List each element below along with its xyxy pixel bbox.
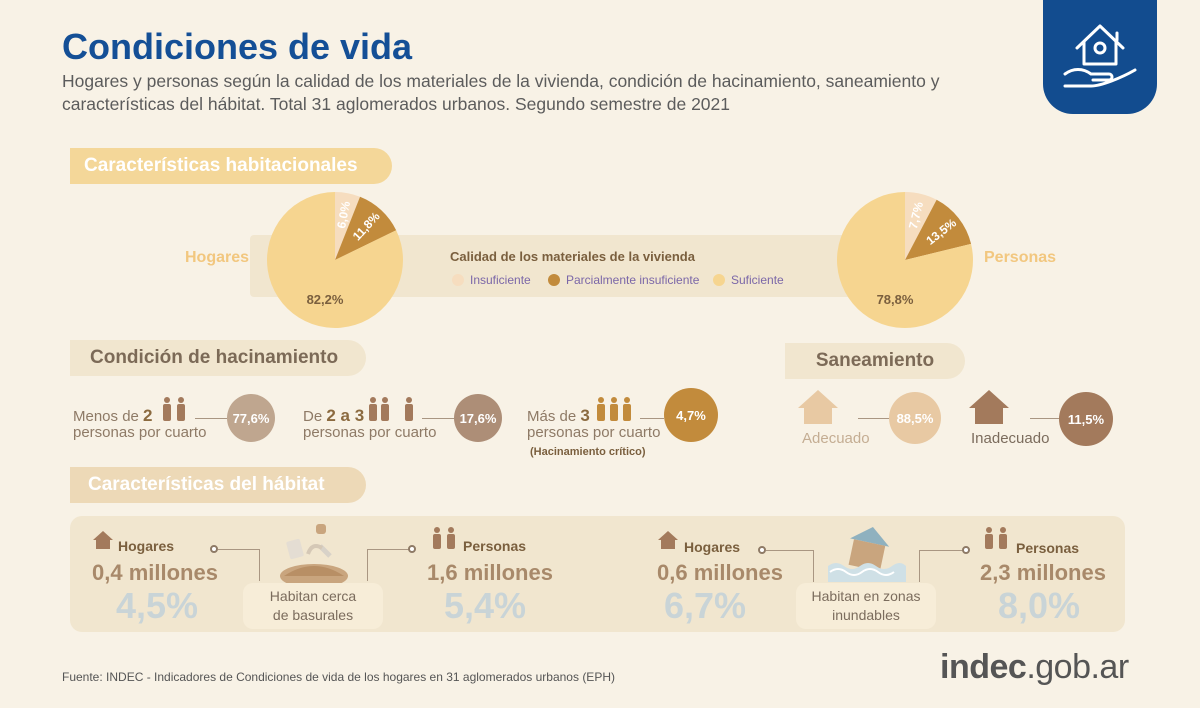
inundables-personas-label: Personas [1016,540,1080,556]
pie-personas-title: Personas [984,249,1057,266]
connector-line [367,549,409,550]
flooded-house-icon [828,526,906,582]
inundables-hogares-label: Hogares [684,539,741,555]
connector-line [813,550,814,582]
page-title: Condiciones de vida [62,26,413,67]
pie-label-hogares-2: 82,2% [307,292,344,307]
pie-label-personas-0: 7,7% [906,200,926,230]
inundables-personas-value: 2,3 millones [980,560,1106,585]
hacinamiento-1-text: Menos de 2 personas por cuarto [73,406,207,441]
section-hacinamiento-title: Condición de hacinamiento [70,340,366,376]
three-persons-icon [369,397,413,421]
hacinamiento-critico-note: (Hacinamiento crítico) [530,446,646,458]
hacinamiento-2-value: 17,6% [454,394,502,442]
connector-line [766,550,814,551]
hacinamiento-1-value: 77,6% [227,394,275,442]
connector-dot [408,545,416,553]
connector-line [1030,418,1060,419]
connector-line [640,418,664,419]
two-persons-icon [985,527,1007,549]
house-icon [93,531,113,549]
pie-slice-hogares-1 [335,196,397,260]
pie-slice-personas-0 [905,192,937,260]
pie-slice-hogares-2 [267,192,403,328]
basurales-personas-label: Personas [463,538,527,554]
section-habitat-title: Características del hábitat [70,467,366,503]
pie-hogares-title: Hogares [185,249,250,266]
legend-item-parcial: Parcialmente insuficiente [548,273,699,287]
saneamiento-adecuado-label: Adecuado [802,430,870,447]
pie-slice-personas-1 [905,199,972,260]
crowded-persons-icon [597,397,631,421]
section-habitacionales-title: Características habitacionales [70,148,392,184]
connector-line [195,418,227,419]
pie-slice-hogares-0 [335,192,361,260]
inundables-personas-pct: 8,0% [998,585,1081,626]
house-hand-badge [1043,0,1157,114]
source-note: Fuente: INDEC - Indicadores de Condicion… [62,670,615,684]
basurales-personas-pct: 5,4% [444,585,527,626]
house-icon [798,390,838,424]
pie-chart-hogares: 6,0%11,8%82,2% [267,192,403,328]
connector-line [919,550,920,582]
pie-label-hogares-0: 6,0% [334,200,353,230]
connector-dot [210,545,218,553]
connector-line [218,549,260,550]
indec-logo[interactable]: indec.gob.ar [940,648,1129,686]
pie-chart-personas: 7,7%13,5%78,8% [837,192,973,328]
connector-dot [758,546,766,554]
basurales-hogares-label: Hogares [118,538,175,554]
house-icon [658,531,678,549]
house-icon [969,390,1009,424]
basurales-caption: Habitan cerca de basurales [243,583,383,629]
saneamiento-inadecuado-label: Inadecuado [971,430,1050,447]
house-in-hand-icon [1063,24,1137,88]
pie-label-personas-2: 78,8% [877,292,914,307]
hacinamiento-3-text: Más de 3 personas por cuarto [527,406,661,441]
basurales-hogares-value: 0,4 millones [92,560,218,585]
saneamiento-adecuado-value: 88,5% [889,392,941,444]
connector-line [422,418,454,419]
inundables-caption: Habitan en zonas inundables [796,583,936,629]
legend-swatch-suficiente [713,274,725,286]
saneamiento-inadecuado-value: 11,5% [1059,392,1113,446]
pie-slice-personas-2 [837,192,973,328]
habitat-panel [70,516,1125,632]
legend-swatch-insuficiente [452,274,464,286]
connector-line [919,550,963,551]
legend-item-insuficiente: Insuficiente [452,273,531,287]
two-persons-icon [163,397,185,421]
connector-line [367,549,368,581]
legend-swatch-parcial [548,274,560,286]
hacinamiento-3-value: 4,7% [664,388,718,442]
basurales-personas-value: 1,6 millones [427,560,553,585]
page-subtitle: Hogares y personas según la calidad de l… [62,71,940,114]
hacinamiento-2-text: De 2 a 3 personas por cuarto [303,406,437,441]
two-persons-icon [433,527,455,549]
legend-item-suficiente: Suficiente [713,273,784,287]
connector-line [259,549,260,581]
inundables-hogares-value: 0,6 millones [657,560,783,585]
garbage-pile-icon [280,524,348,588]
legend-title: Calidad de los materiales de la vivienda [450,249,695,264]
connector-line [858,418,890,419]
connector-dot [962,546,970,554]
inundables-hogares-pct: 6,7% [664,585,747,626]
section-saneamiento-title: Saneamiento [785,343,965,379]
basurales-hogares-pct: 4,5% [116,585,199,626]
